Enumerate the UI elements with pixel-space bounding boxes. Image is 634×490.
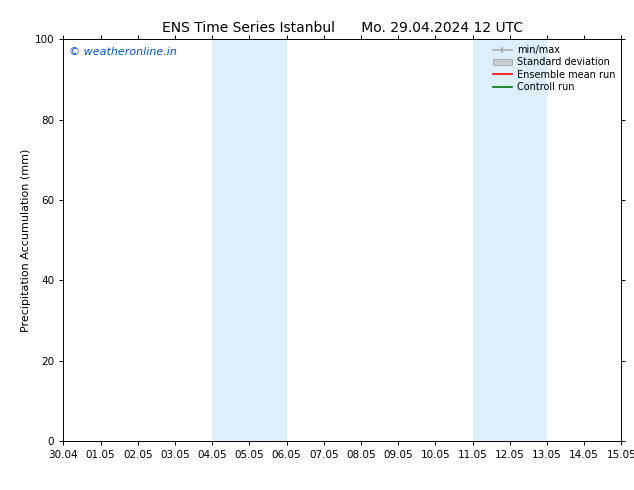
Text: © weatheronline.in: © weatheronline.in [69, 47, 177, 57]
Bar [472, 39, 547, 441]
Legend: min/max, Standard deviation, Ensemble mean run, Controll run: min/max, Standard deviation, Ensemble me… [489, 41, 619, 96]
Y-axis label: Precipitation Accumulation (mm): Precipitation Accumulation (mm) [20, 148, 30, 332]
Bar [212, 39, 287, 441]
Title: ENS Time Series Istanbul      Mo. 29.04.2024 12 UTC: ENS Time Series Istanbul Mo. 29.04.2024 … [162, 21, 523, 35]
